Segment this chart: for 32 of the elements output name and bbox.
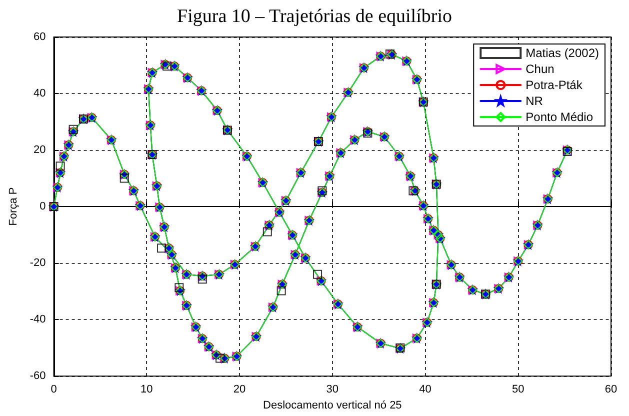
y-tick-label: -40 — [30, 314, 46, 326]
point — [313, 270, 322, 279]
x-tick-label: 0 — [50, 384, 57, 396]
legend-label: Ponto Médio — [526, 110, 594, 124]
point — [276, 286, 286, 296]
x-tick-label: 50 — [512, 384, 524, 396]
point — [262, 227, 272, 236]
x-tick-label: 20 — [233, 384, 246, 396]
legend-label: Chun — [526, 62, 554, 76]
y-tick-label: -60 — [30, 370, 46, 382]
point — [120, 174, 129, 183]
x-axis-title: Deslocamento vertical nó 25 — [263, 400, 402, 412]
legend-label: Potra-Pták — [526, 78, 584, 92]
point — [198, 274, 207, 284]
point — [216, 354, 225, 363]
y-tick-label: 0 — [40, 200, 46, 213]
chart-title: Figura 10 – Trajetórias de equilíbrio — [177, 6, 452, 27]
y-tick-label: -20 — [30, 257, 46, 270]
legend-label: NR — [526, 94, 544, 108]
point — [56, 162, 65, 171]
x-tick-label: 30 — [326, 384, 339, 396]
point — [157, 244, 166, 253]
y-tick-label: 60 — [34, 31, 46, 43]
y-tick-label: 20 — [34, 144, 46, 156]
y-tick-label: 40 — [34, 88, 46, 100]
x-tick-label: 10 — [140, 384, 153, 396]
y-axis-title: Força P — [8, 187, 20, 226]
point — [68, 124, 78, 134]
point — [174, 283, 184, 292]
legend-label: Matias (2002) — [526, 46, 600, 60]
x-tick-label: 60 — [604, 384, 618, 396]
x-tick-label: 40 — [419, 384, 432, 396]
